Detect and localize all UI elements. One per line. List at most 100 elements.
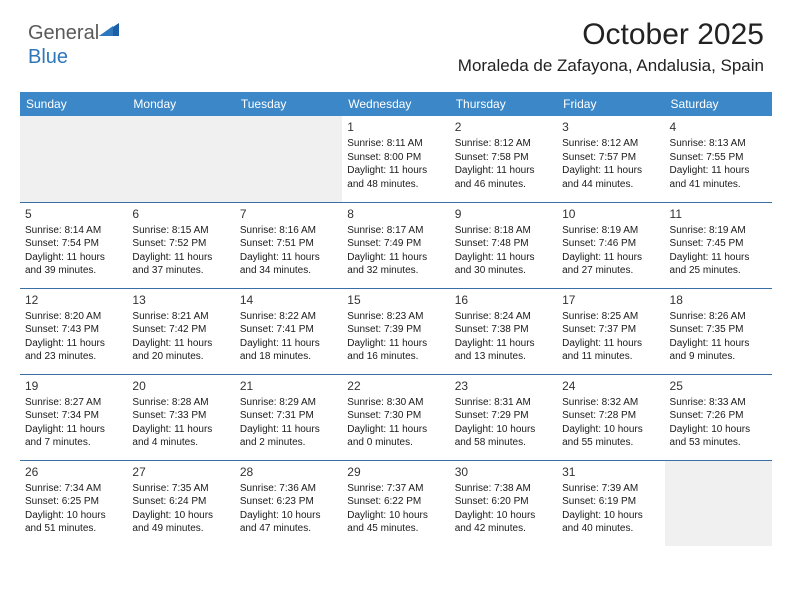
daylight-line: Daylight: 11 hours and 48 minutes. — [347, 164, 444, 191]
calendar-cell: 3Sunrise: 8:12 AMSunset: 7:57 PMDaylight… — [557, 116, 664, 202]
day-number: 14 — [240, 292, 337, 308]
day-header: Wednesday — [342, 92, 449, 116]
sunset-line: Sunset: 8:00 PM — [347, 151, 444, 165]
sunrise-line: Sunrise: 8:28 AM — [132, 396, 229, 410]
daylight-line: Daylight: 10 hours and 51 minutes. — [25, 509, 122, 536]
sunrise-line: Sunrise: 8:29 AM — [240, 396, 337, 410]
sunset-line: Sunset: 7:45 PM — [670, 237, 767, 251]
sunset-line: Sunset: 7:30 PM — [347, 409, 444, 423]
day-number: 4 — [670, 119, 767, 135]
sunrise-line: Sunrise: 8:15 AM — [132, 224, 229, 238]
calendar-cell: 10Sunrise: 8:19 AMSunset: 7:46 PMDayligh… — [557, 202, 664, 288]
calendar-cell: 4Sunrise: 8:13 AMSunset: 7:55 PMDaylight… — [665, 116, 772, 202]
sunrise-line: Sunrise: 8:12 AM — [455, 137, 552, 151]
calendar-cell: 27 Sunrise: 7:35 AMSunset: 6:24 PMDayligh… — [127, 460, 234, 546]
sunset-line: Sunset: 6:20 PM — [455, 495, 552, 509]
calendar-cell: 12Sunrise: 8:20 AMSunset: 7:43 PMDayligh… — [20, 288, 127, 374]
sunrise-line: Sunrise: 8:27 AM — [25, 396, 122, 410]
day-number: 17 — [562, 292, 659, 308]
day-number: 6 — [132, 206, 229, 222]
day-number: 13 — [132, 292, 229, 308]
calendar-cell: 18Sunrise: 8:26 AMSunset: 7:35 PMDayligh… — [665, 288, 772, 374]
sunrise-line: Sunrise: 8:24 AM — [455, 310, 552, 324]
sunset-line: Sunset: 6:24 PM — [132, 495, 229, 509]
sunset-line: Sunset: 7:54 PM — [25, 237, 122, 251]
sunrise-line: Sunrise: 8:33 AM — [670, 396, 767, 410]
day-number: 16 — [455, 292, 552, 308]
sunset-line: Sunset: 7:31 PM — [240, 409, 337, 423]
sunset-line: Sunset: 6:25 PM — [25, 495, 122, 509]
daylight-line: Daylight: 11 hours and 25 minutes. — [670, 251, 767, 278]
day-header: Tuesday — [235, 92, 342, 116]
day-number: 10 — [562, 206, 659, 222]
sunrise-line: Sunrise: 7:35 AM — [132, 482, 229, 496]
daylight-line: Daylight: 11 hours and 30 minutes. — [455, 251, 552, 278]
sunset-line: Sunset: 7:42 PM — [132, 323, 229, 337]
calendar-cell: 5Sunrise: 8:14 AMSunset: 7:54 PMDaylight… — [20, 202, 127, 288]
daylight-line: Daylight: 11 hours and 41 minutes. — [670, 164, 767, 191]
logo-text-general: General — [28, 22, 99, 45]
daylight-line: Daylight: 10 hours and 47 minutes. — [240, 509, 337, 536]
daylight-line: Daylight: 10 hours and 49 minutes. — [132, 509, 229, 536]
day-number: 11 — [670, 206, 767, 222]
daylight-line: Daylight: 10 hours and 45 minutes. — [347, 509, 444, 536]
calendar-cell: 13Sunrise: 8:21 AMSunset: 7:42 PMDayligh… — [127, 288, 234, 374]
day-header: Sunday — [20, 92, 127, 116]
calendar-cell: 22Sunrise: 8:30 AMSunset: 7:30 PMDayligh… — [342, 374, 449, 460]
calendar-cell: 8Sunrise: 8:17 AMSunset: 7:49 PMDaylight… — [342, 202, 449, 288]
sunset-line: Sunset: 7:51 PM — [240, 237, 337, 251]
sunset-line: Sunset: 7:43 PM — [25, 323, 122, 337]
daylight-line: Daylight: 11 hours and 4 minutes. — [132, 423, 229, 450]
day-number: 1 — [347, 119, 444, 135]
sunset-line: Sunset: 7:35 PM — [670, 323, 767, 337]
day-number: 30 — [455, 464, 552, 480]
day-number: 9 — [455, 206, 552, 222]
daylight-line: Daylight: 10 hours and 40 minutes. — [562, 509, 659, 536]
day-number: 24 — [562, 378, 659, 394]
day-number: 23 — [455, 378, 552, 394]
sunset-line: Sunset: 7:55 PM — [670, 151, 767, 165]
sunrise-line: Sunrise: 8:21 AM — [132, 310, 229, 324]
sunrise-line: Sunrise: 8:18 AM — [455, 224, 552, 238]
sunset-line: Sunset: 7:37 PM — [562, 323, 659, 337]
day-number: 18 — [670, 292, 767, 308]
logo: General — [28, 22, 123, 45]
day-number: 27 — [132, 464, 229, 480]
day-number: 21 — [240, 378, 337, 394]
logo-text-blue: Blue — [28, 46, 68, 68]
day-header: Thursday — [450, 92, 557, 116]
day-number: 3 — [562, 119, 659, 135]
day-number: 20 — [132, 378, 229, 394]
day-number: 22 — [347, 378, 444, 394]
sunrise-line: Sunrise: 8:19 AM — [670, 224, 767, 238]
sunset-line: Sunset: 7:26 PM — [670, 409, 767, 423]
daylight-line: Daylight: 10 hours and 42 minutes. — [455, 509, 552, 536]
sunrise-line: Sunrise: 8:32 AM — [562, 396, 659, 410]
sunrise-line: Sunrise: 8:26 AM — [670, 310, 767, 324]
calendar-cell: 16 Sunrise: 8:24 AMSunset: 7:38 PMDayligh… — [450, 288, 557, 374]
sunrise-line: Sunrise: 8:22 AM — [240, 310, 337, 324]
calendar-cell: 19Sunrise: 8:27 AMSunset: 7:34 PMDayligh… — [20, 374, 127, 460]
sunset-line: Sunset: 7:33 PM — [132, 409, 229, 423]
calendar-cell: 17Sunrise: 8:25 AMSunset: 7:37 PMDayligh… — [557, 288, 664, 374]
sunset-line: Sunset: 6:23 PM — [240, 495, 337, 509]
week-row: 19Sunrise: 8:27 AMSunset: 7:34 PMDayligh… — [20, 374, 772, 460]
sunrise-line: Sunrise: 7:39 AM — [562, 482, 659, 496]
sunrise-line: Sunrise: 8:23 AM — [347, 310, 444, 324]
daylight-line: Daylight: 11 hours and 13 minutes. — [455, 337, 552, 364]
daylight-line: Daylight: 11 hours and 27 minutes. — [562, 251, 659, 278]
sunset-line: Sunset: 7:38 PM — [455, 323, 552, 337]
calendar-cell-blank — [235, 116, 342, 202]
daylight-line: Daylight: 11 hours and 37 minutes. — [132, 251, 229, 278]
sunset-line: Sunset: 7:28 PM — [562, 409, 659, 423]
calendar-cell: 14Sunrise: 8:22 AMSunset: 7:41 PMDayligh… — [235, 288, 342, 374]
calendar-cell: 7Sunrise: 8:16 AMSunset: 7:51 PMDaylight… — [235, 202, 342, 288]
day-header: Monday — [127, 92, 234, 116]
daylight-line: Daylight: 11 hours and 7 minutes. — [25, 423, 122, 450]
day-number: 7 — [240, 206, 337, 222]
day-number: 2 — [455, 119, 552, 135]
calendar-cell: 11 Sunrise: 8:19 AMSunset: 7:45 PMDayligh… — [665, 202, 772, 288]
sunrise-line: Sunrise: 8:17 AM — [347, 224, 444, 238]
header: General October 2025 Moraleda de Zafayon… — [0, 0, 792, 82]
sunrise-line: Sunrise: 8:19 AM — [562, 224, 659, 238]
